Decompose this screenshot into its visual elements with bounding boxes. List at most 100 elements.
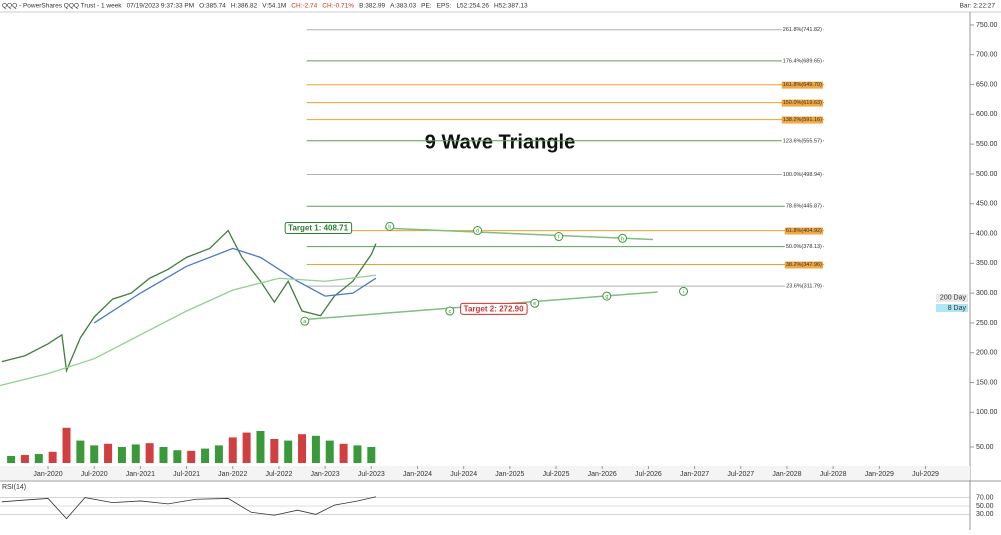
volume-bar [7, 455, 16, 463]
volume-bar [20, 455, 29, 463]
header: QQQ - PowerShares QQQ Trust - 1 week 07/1… [2, 3, 528, 10]
target-box [460, 302, 528, 315]
y-tick-label: 450.00 [976, 201, 998, 208]
volume-bar [131, 444, 140, 463]
rsi-tick-label: 70.00 [976, 494, 994, 501]
x-tick-label: Jul-2023 [358, 471, 385, 478]
volume-bar [34, 454, 43, 463]
fib-label: 261.8%(741.82) [783, 27, 822, 33]
wave-label: b [388, 224, 391, 230]
x-tick-label: Jan-2022 [218, 471, 247, 478]
x-tick-label: Jan-2027 [680, 471, 709, 478]
price-line [0, 274, 377, 387]
volume-bar [256, 431, 265, 463]
price-line [1, 229, 377, 374]
volume-bar [311, 435, 320, 463]
x-tick-label: Jan-2025 [495, 471, 524, 478]
y-tick-label: 600.00 [976, 111, 998, 118]
fib-label-box [784, 243, 824, 251]
y-tick-label: 300.00 [976, 290, 998, 297]
fib-label: 161.8%(649.70) [783, 82, 822, 88]
fib-label-box [781, 26, 824, 34]
y-tick-label: 250.00 [976, 320, 998, 327]
wave-label: f [558, 234, 560, 240]
header-field: 07/19/2023 9:37:33 PM [127, 3, 195, 10]
fib-label-box [781, 171, 824, 179]
wave-marker [679, 286, 689, 296]
x-tick-label: Jul-2021 [173, 471, 200, 478]
header-field: A:383.03 [390, 3, 416, 10]
volume-bar [228, 437, 237, 463]
fib-label-box [781, 137, 824, 145]
header-field: PE: [421, 3, 432, 10]
y-tick-label: 500.00 [976, 171, 998, 178]
y-tick-label: 700.00 [976, 52, 998, 59]
rsi-tick-label: 30.00 [976, 511, 994, 518]
fib-label: 50.0%(378.13) [786, 244, 822, 250]
x-tick-label: Jul-2029 [912, 471, 939, 478]
wave-marker [445, 306, 455, 316]
wave-marker [473, 226, 483, 236]
wave-label: d [476, 229, 479, 235]
header-field: CH:-2.74 [291, 3, 317, 10]
wave-label: g [605, 294, 608, 300]
volume-bar [270, 439, 279, 463]
rsi-line [1, 496, 377, 520]
y-tick-label: 200.00 [976, 350, 998, 357]
wave-label: a [303, 319, 307, 325]
axis-tag [936, 293, 968, 302]
volume-bar [325, 440, 334, 463]
volume-bar [90, 445, 99, 463]
wave-label: i [683, 289, 684, 295]
header-field: EPS: [437, 3, 452, 10]
x-tick-label: Jan-2028 [772, 471, 801, 478]
volume-bar [159, 447, 168, 463]
fib-label-box [781, 81, 824, 89]
wave-marker [554, 232, 564, 242]
bar-timer: Bar: 2:22:27 [960, 3, 996, 10]
volume-bar [284, 440, 293, 463]
fib-label: 100.0%(498.94) [783, 172, 822, 178]
target-box [284, 221, 353, 234]
volume-bar [339, 443, 348, 463]
axis-tag [936, 304, 968, 313]
volume-bar [298, 434, 307, 463]
x-tick-label: Jul-2026 [635, 471, 662, 478]
wave-marker [385, 221, 395, 231]
fib-label: 150.0%(619.63) [783, 100, 822, 106]
header-field: L52:254.26 [456, 3, 489, 10]
volume-bar [173, 450, 182, 463]
fib-label: 38.2%(347.96) [786, 262, 822, 268]
wave-label: c [448, 309, 451, 315]
y-tick-label: 650.00 [976, 81, 998, 88]
fib-label-box [784, 227, 824, 235]
fib-label-box [781, 57, 824, 65]
trendline [385, 227, 654, 241]
fib-label-box [784, 203, 824, 211]
fib-label: 78.6%(445.87) [786, 204, 822, 210]
volume-bar [62, 427, 71, 463]
fib-label: 123.6%(555.57) [783, 138, 822, 144]
wave-marker [618, 233, 628, 243]
volume-bar [242, 432, 251, 463]
header-field: QQQ - PowerShares QQQ Trust - 1 week [2, 3, 122, 10]
header-field: H52:387.13 [494, 3, 528, 10]
volume-tick-label: 50.00 [976, 444, 994, 451]
fib-label: 23.6%(311.79) [786, 284, 822, 290]
y-tick-label: 100.00 [976, 409, 998, 416]
wave-label: h [621, 236, 624, 242]
x-tick-label: Jan-2024 [403, 471, 432, 478]
fib-label: 61.8%(404.92) [786, 228, 822, 234]
axis-tag-label: 8 Day [948, 305, 967, 312]
axis-tag-label: 200 Day [940, 295, 967, 302]
volume-bar [145, 443, 154, 463]
x-tick-label: Jul-2025 [543, 471, 570, 478]
x-tick-label: Jan-2020 [33, 471, 62, 478]
x-tick-label: Jan-2021 [126, 471, 155, 478]
y-tick-label: 550.00 [976, 141, 998, 148]
fib-label: 138.2%(591.16) [783, 117, 822, 123]
date-axis [0, 466, 970, 480]
header-field: V:54.1M [262, 3, 286, 10]
